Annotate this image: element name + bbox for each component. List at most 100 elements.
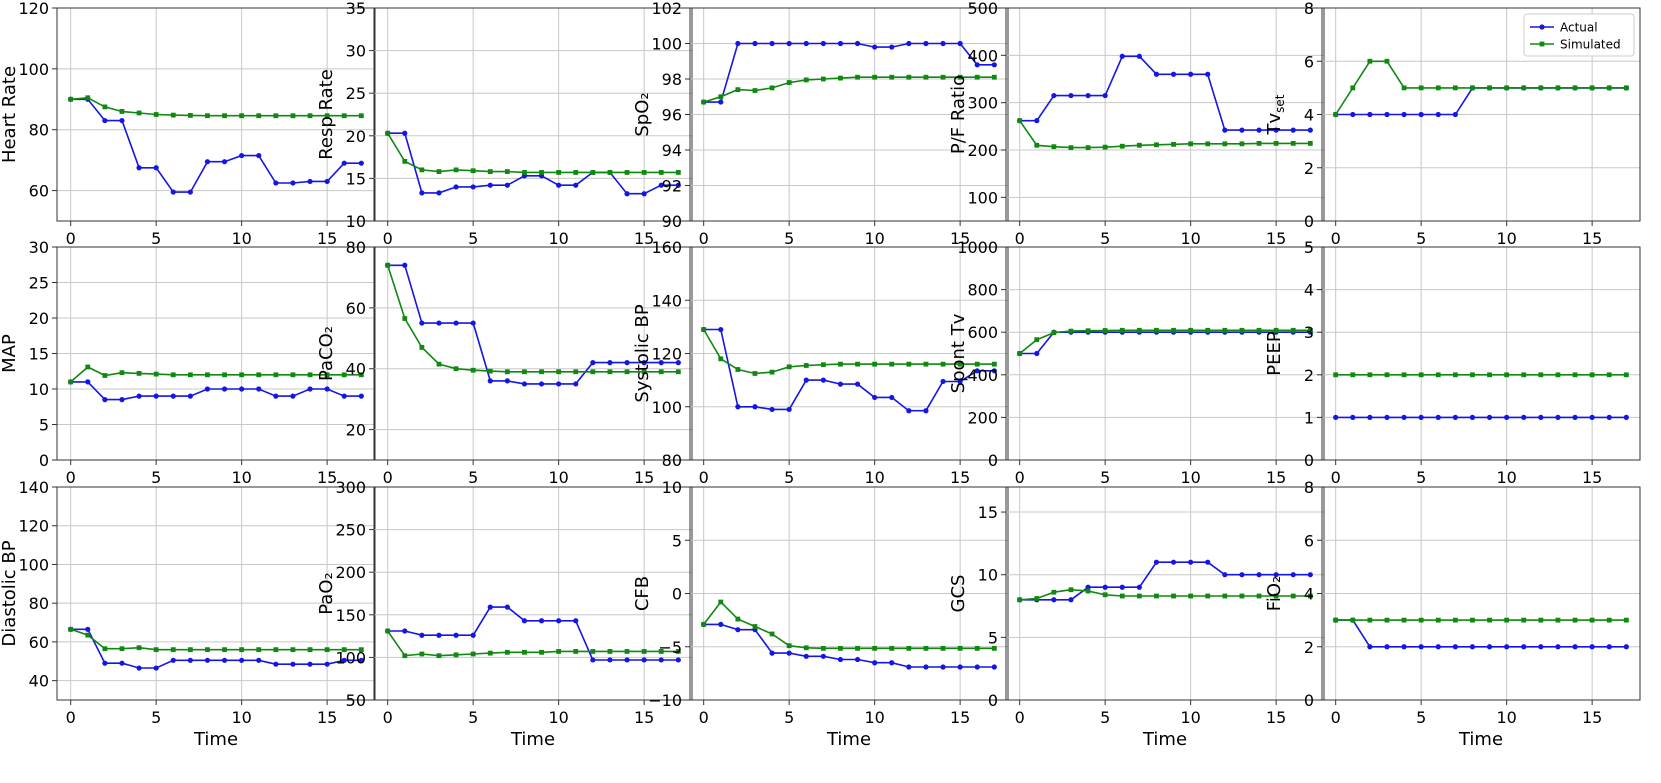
y-axis-label: P/F Ratio [948,75,969,154]
data-point-simulated [504,169,510,174]
data-point-simulated [1504,617,1510,623]
data-point-actual [1418,414,1424,420]
data-point-simulated [1205,593,1211,599]
data-point-actual [1205,71,1211,77]
data-point-actual [136,665,142,671]
data-point-actual [187,657,193,663]
x-tick-label: 0 [383,468,393,487]
data-point-simulated [675,170,681,175]
y-tick-label: 160 [651,238,682,257]
data-point-simulated [872,74,878,80]
data-point-simulated [820,645,826,651]
data-point-simulated [1085,328,1091,334]
data-point-actual [1367,414,1373,420]
data-point-simulated [1350,372,1356,378]
data-point-actual [307,386,313,392]
data-point-actual [752,404,758,410]
series-line-actual [1019,331,1311,355]
series-line-simulated [386,265,679,373]
x-tick-label: 0 [383,708,393,727]
data-point-simulated [324,113,330,119]
panel-peep: 0 1 2 3 4 5 0 5 10 15 PEEP [1264,238,1641,487]
data-point-simulated [769,631,775,637]
data-point-simulated [539,649,544,655]
data-point-actual [957,664,963,670]
data-point-simulated [1435,372,1441,378]
y-tick-label: −5 [658,638,682,657]
y-tick-label: 100 [18,555,49,574]
y-tick-label: 8 [1304,478,1314,497]
data-point-actual [1384,111,1390,118]
data-point-simulated [85,364,91,370]
data-point-simulated [402,158,408,164]
data-point-actual [786,40,792,47]
data-point-actual [1136,53,1142,59]
data-point-actual [341,160,347,166]
data-point-actual [1068,597,1074,603]
data-point-actual [624,360,630,366]
data-point-actual [487,378,493,384]
data-point-simulated [906,74,912,80]
y-tick-label: 0 [672,585,682,604]
x-tick-label: 0 [383,229,393,248]
data-point-simulated [641,649,647,654]
data-point-simulated [307,113,313,119]
data-point-simulated [487,650,493,656]
data-point-simulated [855,74,860,80]
data-point-simulated [1589,617,1595,623]
y-tick-label: 80 [29,594,49,613]
data-point-simulated [290,647,296,653]
data-point-simulated [718,599,724,605]
data-point-actual [119,660,125,666]
data-point-actual [1452,111,1458,118]
y-tick-label: 600 [967,323,998,342]
data-point-actual [1623,414,1629,420]
data-point-actual [221,159,228,165]
data-point-actual [837,381,844,387]
data-point-simulated [324,647,330,653]
data-point-actual [1153,559,1160,565]
data-point-actual [889,394,895,401]
data-point-simulated [675,649,681,654]
data-point-simulated [590,170,596,175]
x-tick-label: 0 [1015,468,1025,487]
data-point-actual [675,360,681,366]
data-point-actual [957,378,963,385]
data-point-simulated [119,646,125,652]
data-point-simulated [419,651,425,657]
data-point-simulated [470,367,476,373]
data-point-actual [324,178,330,185]
data-point-simulated [1401,617,1407,623]
data-point-simulated [1350,617,1356,623]
data-point-actual [1469,644,1476,650]
series-line-simulated [70,628,362,651]
y-tick-label: 10 [978,566,998,585]
y-tick-label: 20 [29,309,49,328]
x-tick-label: 0 [66,708,76,727]
data-point-actual [170,657,176,663]
data-point-actual [256,386,262,392]
x-tick-label: 0 [699,708,709,727]
data-point-actual [1188,559,1194,565]
data-point-actual [906,408,912,414]
y-axis-label: Heart Rate [0,66,20,163]
data-point-simulated [153,371,159,377]
y-tick-label: 100 [651,398,682,417]
x-tick-label: 10 [548,229,568,248]
data-point-simulated [1102,328,1108,333]
data-point-simulated [803,77,809,83]
data-point-actual [820,40,826,47]
data-point-simulated [590,649,596,654]
data-point-simulated [991,645,997,651]
data-point-actual [273,661,279,667]
data-point-actual [1085,584,1091,590]
data-point-actual [239,152,245,159]
data-point-simulated [1367,58,1373,64]
y-tick-label: 80 [29,121,49,140]
panel-spo2: 90 92 94 96 98 100 102 0 5 10 15 SpO₂ [632,0,1009,248]
data-point-actual [607,657,613,663]
data-point-actual [991,664,997,670]
x-tick-label: 0 [699,468,709,487]
data-point-actual [837,40,844,47]
y-tick-label: 6 [1304,531,1314,550]
